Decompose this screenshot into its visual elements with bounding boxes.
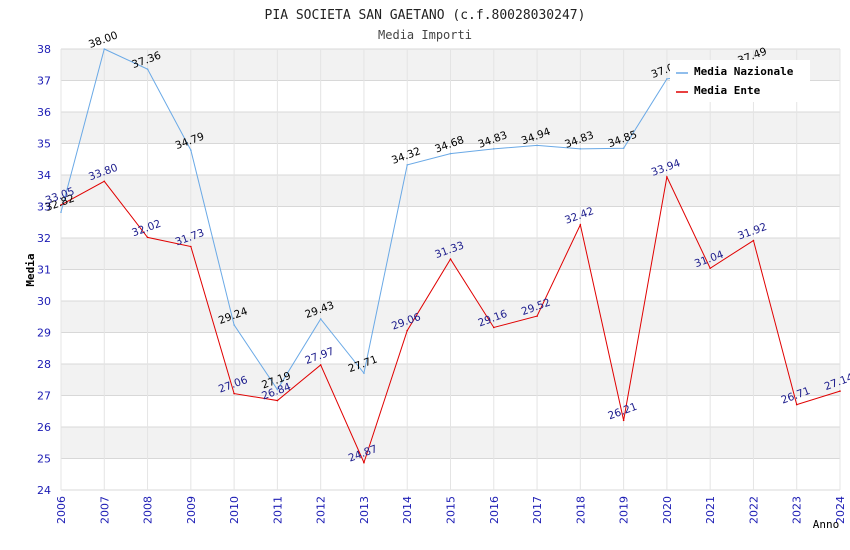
data-point-media-ente <box>233 392 235 395</box>
y-axis-ticks: 24 25 26 27 28 29 30 31 32 33 34 35 36 37 38 <box>37 43 51 497</box>
x-tick-label: 2024 <box>834 496 847 524</box>
data-point-media-nazionale <box>492 148 495 150</box>
data-point-media-ente <box>190 245 192 248</box>
legend-box <box>670 60 810 102</box>
data-point-media-nazionale <box>449 152 452 155</box>
grid-lines <box>60 48 841 491</box>
y-tick-label: 28 <box>37 358 51 371</box>
data-point-media-nazionale <box>666 78 668 80</box>
data-point-media-ente <box>709 267 711 270</box>
data-point-media-nazionale <box>622 147 625 150</box>
y-tick-label: 33 <box>37 201 51 214</box>
legend-label-media-nazionale: Media Nazionale <box>694 65 794 78</box>
data-label-media-ente: 32.42 <box>563 205 595 227</box>
x-tick-label: 2010 <box>228 496 241 524</box>
data-point-media-ente <box>795 403 798 406</box>
legend: Media Nazionale Media Ente <box>670 60 810 102</box>
data-point-media-ente <box>319 364 322 366</box>
data-point-media-nazionale <box>579 148 582 150</box>
x-tick-label: 2016 <box>488 496 501 524</box>
y-tick-label: 34 <box>37 169 51 182</box>
data-point-media-ente <box>146 236 149 239</box>
x-tick-label: 2006 <box>55 496 68 524</box>
x-tick-label: 2014 <box>401 496 414 524</box>
y-tick-label: 24 <box>37 484 51 497</box>
y-tick-label: 26 <box>37 421 51 434</box>
x-tick-label: 2021 <box>704 496 717 524</box>
x-axis-ticks: 2006 2007 2008 2009 2010 2011 2012 2013 2014 2015… <box>55 496 847 524</box>
data-label-media-nazionale: 34.32 <box>390 145 422 167</box>
data-point-media-nazionale <box>406 164 409 166</box>
data-point-media-ente <box>622 419 625 422</box>
series-group <box>60 48 841 464</box>
y-tick-label: 36 <box>37 106 51 119</box>
data-point-media-ente <box>579 223 582 226</box>
data-point-media-nazionale <box>363 372 365 374</box>
x-tick-label: 2008 <box>142 496 155 524</box>
x-tick-label: 2012 <box>315 496 328 524</box>
y-tick-label: 29 <box>37 327 51 340</box>
y-tick-label: 35 <box>37 138 51 151</box>
data-point-media-nazionale <box>103 48 106 50</box>
x-axis-label: Anno <box>813 518 840 531</box>
data-point-media-nazionale <box>190 149 192 151</box>
series-line-media-nazionale <box>60 48 754 391</box>
data-point-media-nazionale <box>60 211 62 213</box>
data-point-media-ente <box>449 258 452 260</box>
x-tick-label: 2011 <box>271 496 284 524</box>
data-point-media-ente <box>60 204 62 206</box>
x-tick-label: 2019 <box>618 496 631 524</box>
data-point-media-ente <box>492 326 495 329</box>
data-point-media-ente <box>276 399 279 402</box>
data-point-media-ente <box>363 461 365 464</box>
chart-subtitle: Media Importi <box>378 28 472 42</box>
legend-label-media-ente: Media Ente <box>694 84 761 97</box>
x-tick-label: 2015 <box>445 496 458 524</box>
data-point-media-nazionale <box>233 324 235 326</box>
data-point-media-nazionale <box>319 318 322 320</box>
data-point-media-nazionale <box>276 388 279 391</box>
y-tick-label: 37 <box>37 75 51 88</box>
data-label-media-ente: 26.21 <box>606 401 638 423</box>
x-tick-label: 2017 <box>531 496 544 524</box>
y-axis-label: Media <box>24 253 37 286</box>
x-tick-label: 2009 <box>185 496 198 524</box>
data-point-media-ente <box>103 180 106 183</box>
data-point-media-nazionale <box>536 144 538 147</box>
data-point-media-ente <box>666 176 668 178</box>
data-point-media-ente <box>536 315 538 317</box>
chart-title: PIA SOCIETA SAN GAETANO (c.f.80028030247… <box>265 8 586 23</box>
y-tick-label: 25 <box>37 453 51 466</box>
y-tick-label: 27 <box>37 390 51 403</box>
x-tick-label: 2013 <box>358 496 371 524</box>
y-tick-label: 38 <box>37 43 51 56</box>
y-tick-label: 31 <box>37 264 51 277</box>
data-point-media-nazionale <box>146 68 149 70</box>
data-point-media-ente <box>752 239 755 242</box>
data-point-media-ente <box>406 329 409 332</box>
x-tick-label: 2023 <box>791 496 804 524</box>
x-tick-label: 2007 <box>98 496 111 524</box>
data-label-media-nazionale: 38.00 <box>87 29 119 51</box>
data-point-media-ente <box>839 390 841 392</box>
x-tick-label: 2018 <box>574 496 587 524</box>
x-tick-label: 2022 <box>747 496 760 524</box>
y-tick-label: 30 <box>37 295 51 308</box>
y-tick-label: 32 <box>37 232 51 245</box>
x-tick-label: 2020 <box>661 496 674 524</box>
